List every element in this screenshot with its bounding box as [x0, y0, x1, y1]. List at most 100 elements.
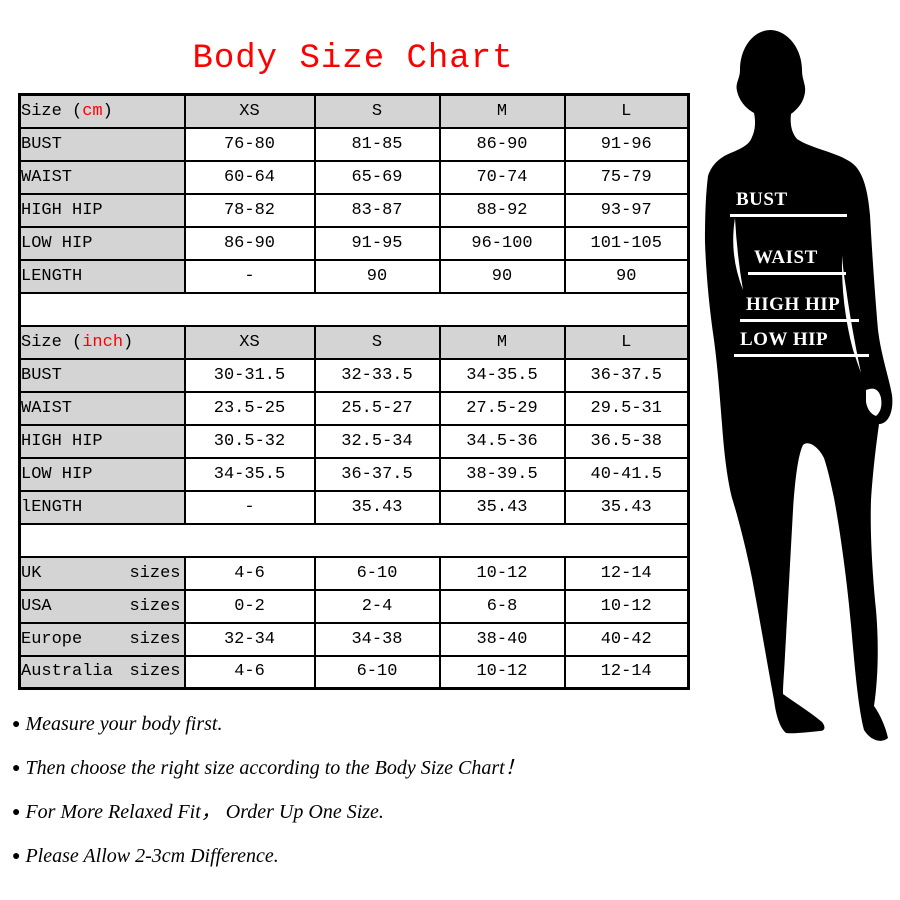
- cell: 29.5-31: [563, 390, 690, 426]
- cell: 27.5-29: [438, 390, 566, 426]
- cell: 30-31.5: [183, 357, 316, 393]
- unit-cm: cm: [82, 101, 103, 121]
- col-header-m: M: [438, 324, 566, 360]
- row-label: WAIST: [18, 390, 186, 426]
- cell: 88-92: [438, 192, 566, 228]
- note-text: Then choose the right size according to …: [25, 757, 525, 779]
- cm-unit-header: Size (cm): [18, 93, 186, 129]
- cell: 90: [563, 258, 690, 294]
- cell: 40-41.5: [563, 456, 690, 492]
- row-label: HIGH HIP: [18, 192, 186, 228]
- cell: 86-90: [438, 126, 566, 162]
- spacer-row: [18, 291, 690, 327]
- bullet-icon: ●: [12, 804, 21, 820]
- cm-header-row: Size (cm) XS S M L: [18, 93, 690, 129]
- cell: 35.43: [438, 489, 566, 525]
- figure-label-waist: WAIST: [748, 247, 846, 275]
- cell: 6-10: [313, 555, 441, 591]
- row-label: HIGH HIP: [18, 423, 186, 459]
- region-name: Europe: [21, 629, 83, 649]
- cell: 10-12: [438, 555, 566, 591]
- figure-label-bust: BUST: [730, 189, 847, 217]
- region-label: USA sizes: [18, 588, 186, 624]
- row-label: WAIST: [18, 159, 186, 195]
- region-suffix: sizes: [129, 662, 181, 682]
- cell: 70-74: [438, 159, 566, 195]
- note-item: ● Please Allow 2-3cm Difference.: [12, 846, 612, 867]
- region-label: Europe sizes: [18, 621, 186, 657]
- cell: 4-6: [183, 555, 316, 591]
- fitting-notes: ● Measure your body first. ● Then choose t…: [12, 714, 612, 890]
- cell: 10-12: [563, 588, 690, 624]
- cell: 23.5-25: [183, 390, 316, 426]
- region-suffix: sizes: [129, 596, 181, 616]
- cell: 6-10: [313, 654, 441, 690]
- note-text: Measure your body first.: [25, 713, 223, 735]
- cell: 91-95: [313, 225, 441, 261]
- region-name: USA: [21, 596, 52, 616]
- size-chart-table: Size (cm) XS S M L BUST 76-80 81-85 86-9…: [18, 93, 690, 690]
- row-label: LENGTH: [18, 258, 186, 294]
- cell: 35.43: [563, 489, 690, 525]
- region-suffix: sizes: [129, 629, 181, 649]
- cell: 75-79: [563, 159, 690, 195]
- cell: 34.5-36: [438, 423, 566, 459]
- col-header-xs: XS: [183, 93, 316, 129]
- table-row: lENGTH - 35.43 35.43 35.43: [18, 489, 690, 525]
- cell: 96-100: [438, 225, 566, 261]
- note-text: Please Allow 2-3cm Difference.: [25, 845, 279, 867]
- cell: 38-39.5: [438, 456, 566, 492]
- cell: 60-64: [183, 159, 316, 195]
- region-label: UK sizes: [18, 555, 186, 591]
- table-row: LOW HIP 86-90 91-95 96-100 101-105: [18, 225, 690, 261]
- table-row: Europe sizes 32-34 34-38 38-40 40-42: [18, 621, 690, 657]
- region-label: Australia sizes: [18, 654, 186, 690]
- cell: 38-40: [438, 621, 566, 657]
- cell: 81-85: [313, 126, 441, 162]
- page-title: Body Size Chart: [192, 40, 514, 78]
- cell: 4-6: [183, 654, 316, 690]
- table-row: WAIST 60-64 65-69 70-74 75-79: [18, 159, 690, 195]
- table-row: BUST 76-80 81-85 86-90 91-96: [18, 126, 690, 162]
- row-label: lENGTH: [18, 489, 186, 525]
- cell: -: [183, 489, 316, 525]
- cell: 12-14: [563, 555, 690, 591]
- note-item: ● For More Relaxed Fit， Order Up One Size…: [12, 802, 612, 823]
- region-name: UK: [21, 563, 42, 583]
- cell: 40-42: [563, 621, 690, 657]
- cell: 78-82: [183, 192, 316, 228]
- col-header-s: S: [313, 93, 441, 129]
- cell: 34-38: [313, 621, 441, 657]
- cell: 32.5-34: [313, 423, 441, 459]
- cell: 35.43: [313, 489, 441, 525]
- cell: 90: [438, 258, 566, 294]
- table-row: Australia sizes 4-6 6-10 10-12 12-14: [18, 654, 690, 690]
- table-row: HIGH HIP 30.5-32 32.5-34 34.5-36 36.5-38: [18, 423, 690, 459]
- col-header-m: M: [438, 93, 566, 129]
- cell: 101-105: [563, 225, 690, 261]
- table-row: HIGH HIP 78-82 83-87 88-92 93-97: [18, 192, 690, 228]
- figure-label-high-hip: HIGH HIP: [740, 294, 859, 322]
- cell: 32-34: [183, 621, 316, 657]
- cell: 36-37.5: [313, 456, 441, 492]
- cell: 83-87: [313, 192, 441, 228]
- cell: 90: [313, 258, 441, 294]
- female-silhouette-icon: [705, 30, 893, 741]
- cell: 91-96: [563, 126, 690, 162]
- cell: 30.5-32: [183, 423, 316, 459]
- cell: 93-97: [563, 192, 690, 228]
- unit-prefix: Size (: [21, 332, 83, 352]
- col-header-s: S: [313, 324, 441, 360]
- cell: 86-90: [183, 225, 316, 261]
- spacer-row: [18, 522, 690, 558]
- cell: 2-4: [313, 588, 441, 624]
- col-header-l: L: [563, 324, 690, 360]
- cell: 25.5-27: [313, 390, 441, 426]
- bullet-icon: ●: [12, 760, 21, 776]
- row-label: BUST: [18, 126, 186, 162]
- cell: 36.5-38: [563, 423, 690, 459]
- table-row: LOW HIP 34-35.5 36-37.5 38-39.5 40-41.5: [18, 456, 690, 492]
- cell: 10-12: [438, 654, 566, 690]
- unit-suffix: ): [123, 332, 134, 352]
